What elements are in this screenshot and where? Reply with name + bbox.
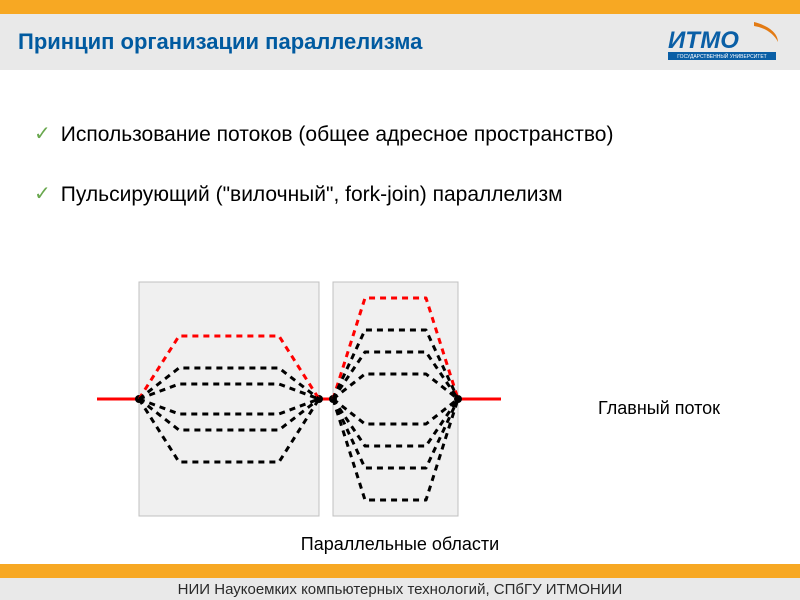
svg-text:ГОСУДАРСТВЕННЫЙ УНИВЕРСИТЕТ: ГОСУДАРСТВЕННЫЙ УНИВЕРСИТЕТ xyxy=(677,52,767,60)
logo-svg: ИТМОГОСУДАРСТВЕННЫЙ УНИВЕРСИТЕТ xyxy=(662,20,782,64)
check-icon: ✓ xyxy=(34,120,51,148)
bullet-item: ✓ Пульсирующий ("вилочный", fork-join) па… xyxy=(34,180,780,210)
svg-text:ИТМО: ИТМО xyxy=(668,27,739,54)
header-band: Принцип организации параллелизма ИТМОГОС… xyxy=(0,14,800,70)
check-icon: ✓ xyxy=(34,180,51,208)
bottom-accent-bar xyxy=(0,564,800,578)
main-thread-label: Главный поток xyxy=(598,398,720,419)
bullet-item: ✓ Использование потоков (общее адресное п… xyxy=(34,120,780,150)
footer: НИИ Наукоемких компьютерных технологий, … xyxy=(0,578,800,600)
parallel-regions-label: Параллельные области xyxy=(0,534,800,555)
logo: ИТМОГОСУДАРСТВЕННЫЙ УНИВЕРСИТЕТ xyxy=(662,20,782,64)
bullet-text: Пульсирующий ("вилочный", fork-join) пар… xyxy=(61,180,563,210)
footer-text: НИИ Наукоемких компьютерных технологий, … xyxy=(178,581,623,598)
slide: Принцип организации параллелизма ИТМОГОС… xyxy=(0,0,800,600)
top-accent-bar xyxy=(0,0,800,14)
bullets-list: ✓ Использование потоков (общее адресное п… xyxy=(34,120,780,240)
page-title: Принцип организации параллелизма xyxy=(18,29,422,55)
bullet-text: Использование потоков (общее адресное пр… xyxy=(61,120,614,150)
